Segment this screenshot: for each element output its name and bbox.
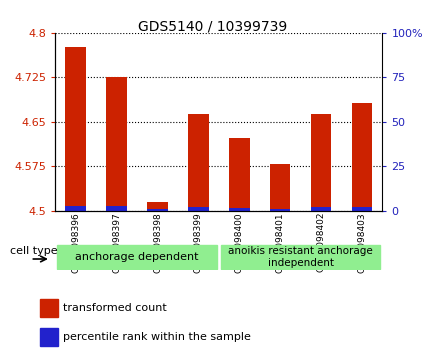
Bar <box>352 207 372 211</box>
Text: transformed count: transformed count <box>63 303 167 313</box>
Text: cell type: cell type <box>10 246 57 256</box>
Bar <box>57 245 217 269</box>
Bar <box>221 245 380 269</box>
Bar <box>311 114 332 211</box>
Bar <box>106 77 127 211</box>
Bar <box>65 206 86 211</box>
Bar <box>352 103 372 211</box>
Bar <box>270 209 290 211</box>
Text: percentile rank within the sample: percentile rank within the sample <box>63 332 251 342</box>
Text: anoikis resistant anchorage
independent: anoikis resistant anchorage independent <box>228 246 373 268</box>
Bar <box>106 206 127 211</box>
Bar <box>188 207 209 211</box>
Bar <box>311 207 332 211</box>
Bar <box>147 201 168 211</box>
Bar <box>40 328 57 346</box>
Bar <box>270 164 290 211</box>
Bar <box>188 114 209 211</box>
Bar <box>65 48 86 211</box>
Text: GDS5140 / 10399739: GDS5140 / 10399739 <box>138 20 287 34</box>
Bar <box>147 209 168 211</box>
Bar <box>229 138 249 211</box>
Bar <box>229 208 249 211</box>
Bar <box>40 299 57 317</box>
Text: anchorage dependent: anchorage dependent <box>75 252 199 262</box>
